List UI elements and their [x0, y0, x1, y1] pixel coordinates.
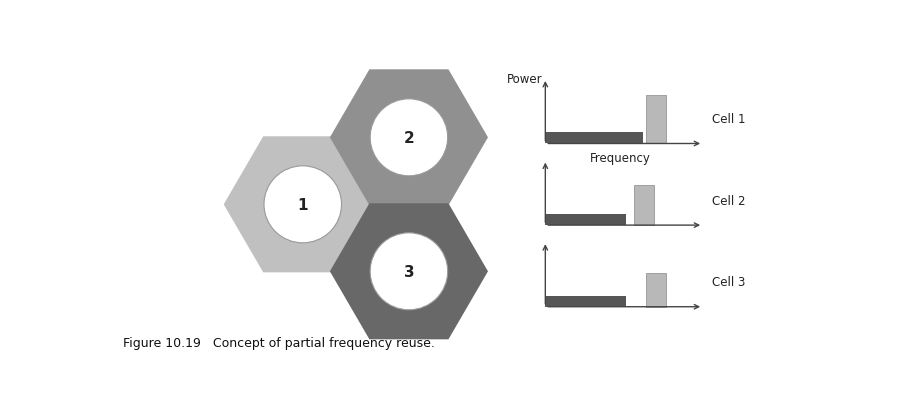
Bar	[645, 274, 665, 307]
Polygon shape	[329, 204, 487, 340]
Text: Figure 10.19   Concept of partial frequency reuse.: Figure 10.19 Concept of partial frequenc…	[124, 336, 435, 349]
Bar	[633, 186, 654, 225]
Bar	[545, 296, 625, 307]
Circle shape	[263, 166, 341, 243]
Text: Cell 3: Cell 3	[711, 275, 744, 289]
Circle shape	[370, 99, 447, 176]
Text: Cell 2: Cell 2	[711, 194, 744, 207]
Bar	[545, 215, 625, 225]
Circle shape	[370, 233, 447, 310]
Polygon shape	[224, 137, 382, 273]
Text: Power: Power	[506, 73, 541, 85]
Polygon shape	[329, 70, 487, 206]
Text: 1: 1	[297, 197, 308, 212]
Bar	[645, 95, 665, 144]
Bar	[545, 133, 642, 144]
Text: 3: 3	[403, 264, 414, 279]
Text: 2: 2	[403, 130, 414, 146]
Text: Cell 1: Cell 1	[711, 113, 744, 126]
Text: Frequency: Frequency	[589, 152, 649, 165]
